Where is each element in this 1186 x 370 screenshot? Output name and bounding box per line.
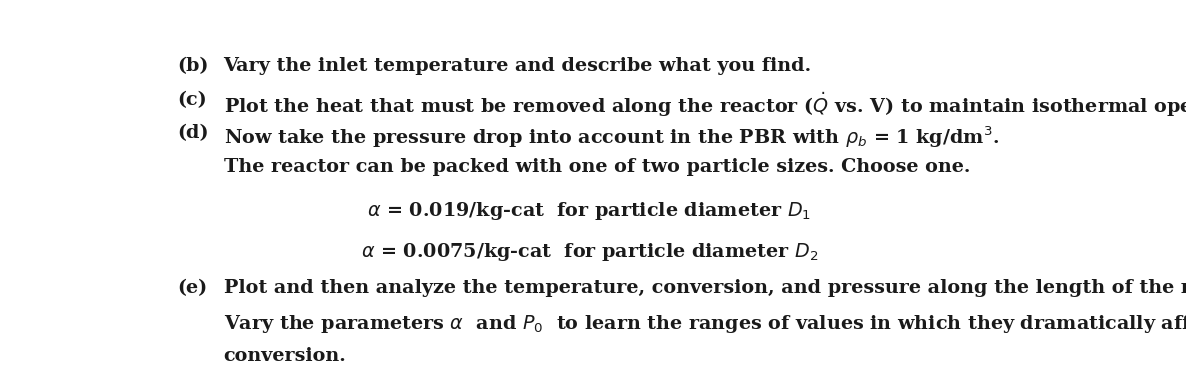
Text: Now take the pressure drop into account in the PBR with $\rho_b$ = 1 kg/dm$^3$.: Now take the pressure drop into account …: [224, 124, 999, 150]
Text: (e): (e): [178, 279, 208, 297]
Text: $\alpha$ = 0.0075/kg-cat  for particle diameter $D_2$: $\alpha$ = 0.0075/kg-cat for particle di…: [361, 241, 818, 263]
Text: (d): (d): [178, 124, 209, 142]
Text: Vary the parameters $\alpha$  and $P_0$  to learn the ranges of values in which : Vary the parameters $\alpha$ and $P_0$ t…: [224, 313, 1186, 335]
Text: Plot and then analyze the temperature, conversion, and pressure along the length: Plot and then analyze the temperature, c…: [224, 279, 1186, 297]
Text: Plot the heat that must be removed along the reactor ($\dot{Q}$ vs. V) to mainta: Plot the heat that must be removed along…: [224, 91, 1186, 120]
Text: Vary the inlet temperature and describe what you find.: Vary the inlet temperature and describe …: [224, 57, 811, 75]
Text: (b): (b): [178, 57, 209, 75]
Text: (c): (c): [178, 91, 208, 109]
Text: conversion.: conversion.: [224, 347, 346, 365]
Text: The reactor can be packed with one of two particle sizes. Choose one.: The reactor can be packed with one of tw…: [224, 158, 970, 176]
Text: $\alpha$ = 0.019/kg-cat  for particle diameter $D_1$: $\alpha$ = 0.019/kg-cat for particle dia…: [368, 200, 811, 222]
